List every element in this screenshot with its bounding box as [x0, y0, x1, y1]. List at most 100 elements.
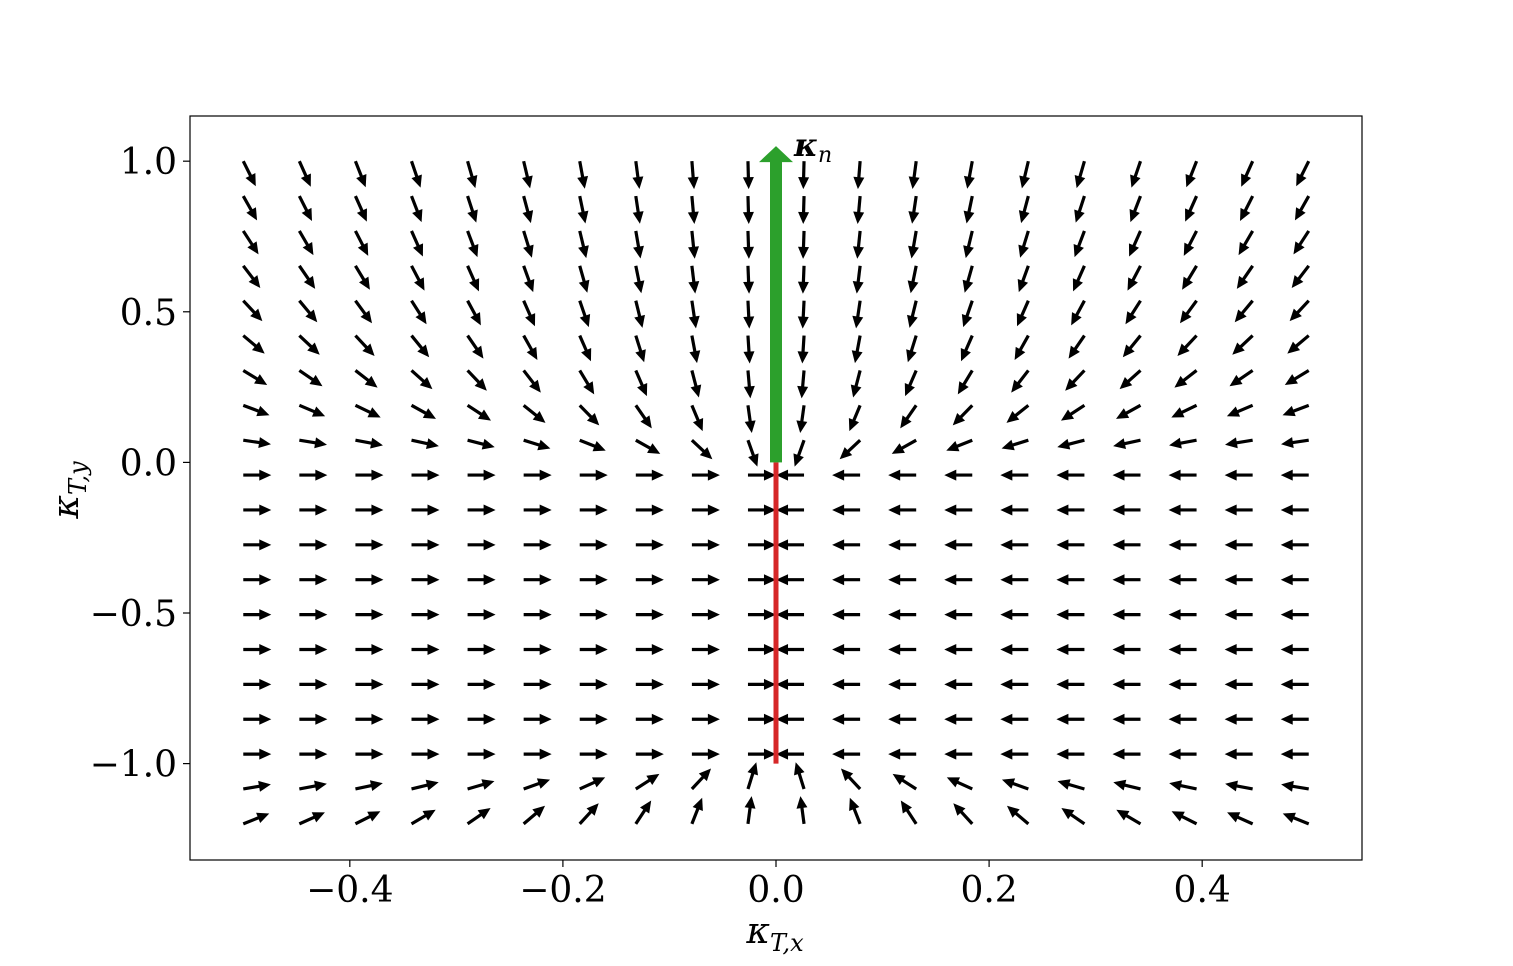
field-arrow	[690, 768, 712, 791]
field-arrow	[888, 469, 917, 481]
field-arrow	[410, 265, 425, 291]
field-arrow	[744, 405, 756, 434]
field-arrow	[1073, 230, 1086, 258]
field-arrow	[1296, 160, 1311, 187]
field-arrow	[633, 265, 645, 294]
field-arrow	[467, 713, 496, 725]
field-arrow	[1232, 334, 1254, 355]
field-arrow	[1128, 230, 1142, 257]
field-arrow	[1182, 264, 1198, 290]
field-arrow	[410, 299, 427, 325]
field-arrow	[242, 334, 265, 354]
field-arrow	[578, 369, 595, 395]
field-arrow	[946, 777, 973, 791]
field-arrow	[1000, 748, 1029, 760]
field-arrow	[747, 678, 776, 690]
field-arrow	[797, 265, 809, 294]
field-arrow	[832, 713, 861, 725]
field-arrow	[635, 438, 661, 454]
field-arrow	[776, 609, 805, 621]
field-arrow	[794, 762, 806, 790]
field-arrow	[944, 574, 973, 586]
field-arrow	[691, 643, 720, 655]
field-arrow	[1129, 195, 1142, 223]
field-arrow	[691, 539, 720, 551]
field-arrow	[1112, 609, 1141, 621]
field-arrow	[957, 369, 974, 395]
field-arrow	[688, 300, 700, 329]
field-arrow	[522, 805, 546, 826]
green-arrow-head	[759, 146, 793, 163]
field-arrow	[635, 748, 664, 760]
field-arrow	[355, 609, 384, 621]
field-arrow	[906, 335, 918, 363]
field-arrow	[904, 369, 918, 397]
field-arrow	[522, 300, 536, 327]
field-arrow	[1168, 469, 1197, 481]
field-arrow	[466, 195, 478, 223]
field-arrow	[355, 437, 383, 449]
field-arrow	[355, 748, 384, 760]
field-arrow	[1056, 643, 1085, 655]
field-arrow	[577, 160, 589, 189]
field-arrow	[353, 195, 367, 222]
field-arrow	[522, 195, 534, 224]
field-arrow	[579, 539, 608, 551]
field-arrow	[688, 230, 699, 259]
field-arrow	[466, 299, 481, 326]
field-arrow	[1174, 369, 1198, 388]
field-arrow	[467, 539, 496, 551]
field-arrow	[1127, 265, 1142, 291]
field-arrow	[523, 609, 552, 621]
field-arrow	[888, 574, 917, 586]
field-arrow	[241, 195, 258, 221]
field-arrow	[1056, 574, 1085, 586]
field-arrow	[466, 160, 478, 189]
field-arrow	[1130, 160, 1143, 188]
field-arrow	[354, 334, 375, 356]
field-arrow	[962, 265, 974, 293]
x-tick-label: 0.2	[960, 870, 1017, 911]
field-arrow	[776, 539, 805, 551]
field-arrow	[242, 403, 270, 417]
field-arrow	[299, 469, 328, 481]
field-arrow	[798, 196, 810, 225]
field-arrow	[1171, 811, 1198, 826]
field-arrow	[522, 265, 535, 293]
field-arrow	[747, 539, 776, 551]
field-arrow	[747, 643, 776, 655]
field-arrow	[578, 803, 599, 825]
field-arrow	[355, 713, 384, 725]
field-arrow	[523, 539, 552, 551]
field-arrow	[632, 195, 644, 224]
field-arrow	[635, 574, 664, 586]
field-arrow	[354, 264, 370, 290]
field-arrow	[1227, 812, 1254, 826]
field-arrow	[523, 643, 552, 655]
field-arrow	[691, 609, 720, 621]
field-arrow	[634, 800, 652, 825]
field-arrow	[354, 403, 381, 418]
field-arrow	[888, 504, 917, 516]
x-axis-label: κT,x	[745, 911, 804, 957]
field-arrow	[1241, 160, 1255, 187]
field-arrow	[1226, 403, 1254, 417]
field-arrow	[1240, 195, 1255, 222]
field-arrow	[243, 437, 271, 448]
field-arrow	[853, 161, 865, 190]
field-arrow	[797, 335, 809, 364]
field-arrow	[466, 403, 492, 421]
field-arrow	[522, 334, 538, 360]
field-arrow	[409, 160, 422, 188]
field-arrow	[747, 748, 776, 760]
field-arrow	[1112, 678, 1141, 690]
green-arrow-layer	[759, 146, 793, 463]
field-arrow	[1113, 438, 1141, 449]
field-arrow	[797, 300, 809, 329]
field-arrow	[1280, 713, 1309, 725]
field-arrow	[839, 439, 862, 460]
field-arrow	[635, 539, 664, 551]
field-arrow	[1280, 748, 1309, 760]
field-arrow	[1224, 539, 1253, 551]
